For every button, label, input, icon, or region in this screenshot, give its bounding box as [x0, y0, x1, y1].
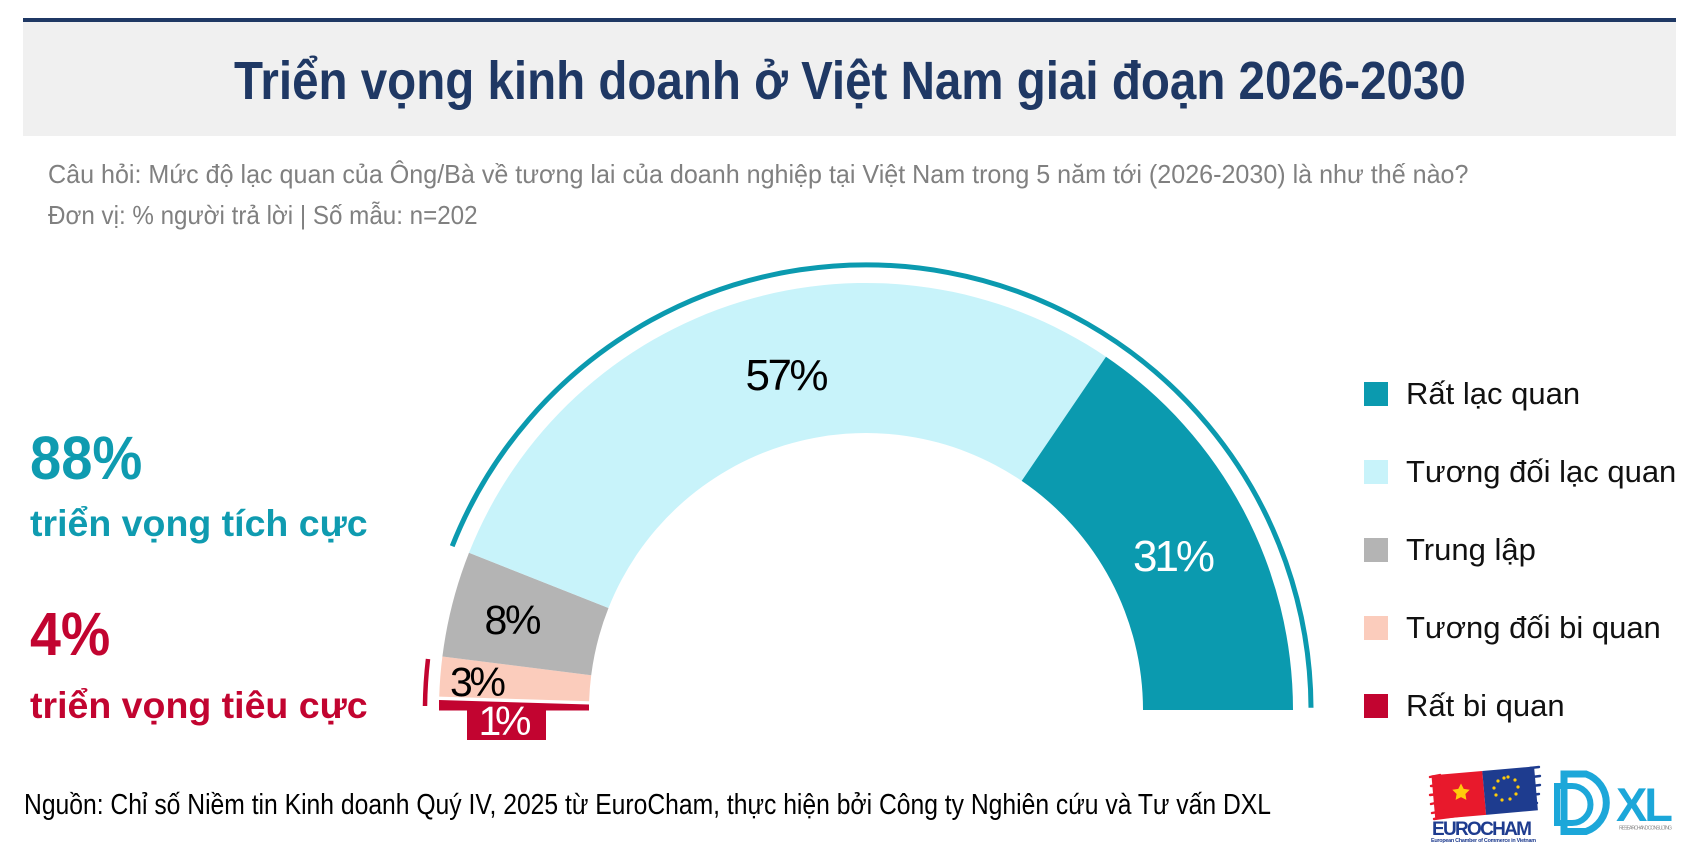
svg-text:31%: 31%: [1133, 532, 1215, 581]
svg-text:57%: 57%: [746, 351, 829, 400]
svg-text:3%: 3%: [450, 659, 506, 705]
svg-text:RESEARCH AND CONSULTING: RESEARCH AND CONSULTING: [1619, 826, 1672, 832]
svg-text:EUROCHAM: EUROCHAM: [1432, 819, 1532, 840]
svg-text:European Chamber of Commerce i: European Chamber of Commerce in Vietnam: [1431, 838, 1536, 844]
svg-text:8%: 8%: [485, 597, 542, 643]
svg-text:1%: 1%: [479, 698, 532, 744]
svg-text:XL: XL: [1616, 778, 1673, 831]
